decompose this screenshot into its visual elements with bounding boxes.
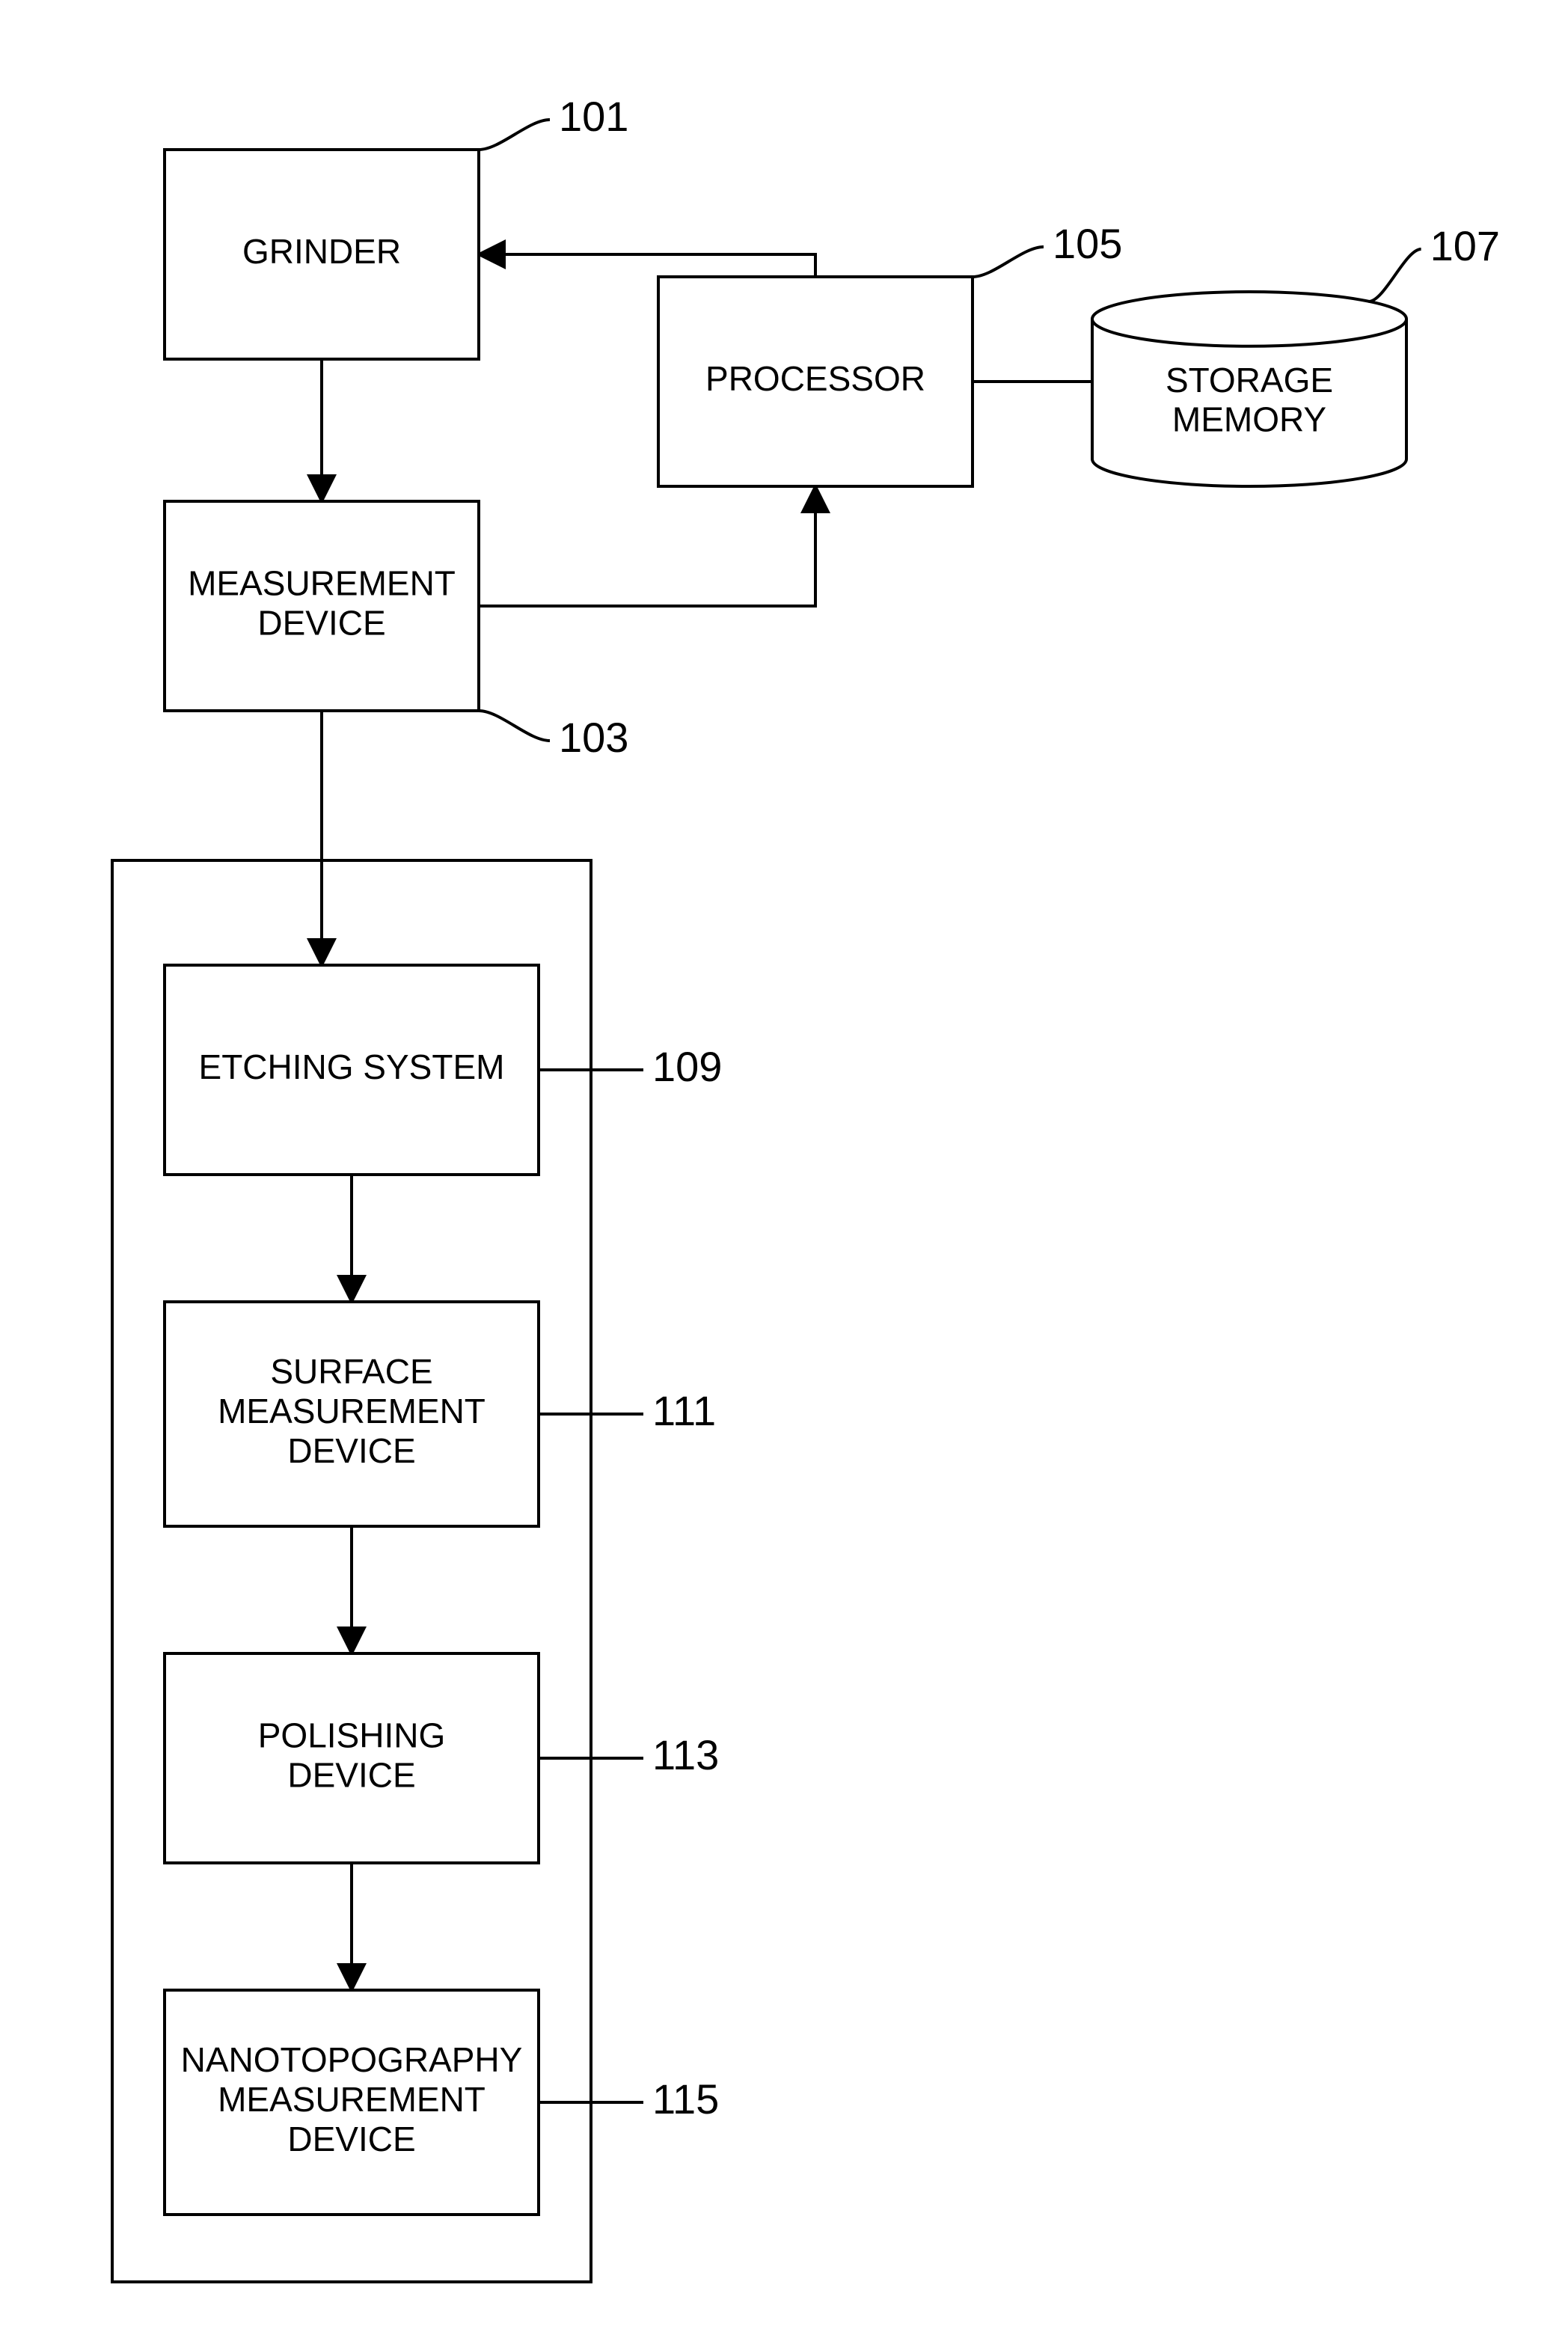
flowchart-canvas: GRINDER MEASUREMENTDEVICE PROCESSOR STORAGE… — [0, 0, 1568, 2341]
polish-node: POLISHINGDEVICE — [165, 1653, 539, 1863]
processor-ref-leader — [973, 247, 1044, 277]
storage-ref-leader — [1369, 249, 1421, 302]
surfmeas-node: SURFACEMEASUREMENTDEVICE — [165, 1302, 539, 1526]
etching-ref-number: 109 — [652, 1043, 722, 1090]
measdev-ref-leader — [479, 711, 550, 741]
etching-label: ETCHING SYSTEM — [199, 1047, 505, 1086]
nano-node: NANOTOPOGRAPHYMEASUREMENTDEVICE — [165, 1990, 539, 2215]
measdev-node: MEASUREMENTDEVICE — [165, 501, 479, 711]
processor-ref-number: 105 — [1053, 220, 1122, 267]
edge-measdev-to-processor — [479, 486, 815, 606]
surfmeas-ref-number: 111 — [652, 1387, 716, 1434]
grinder-ref-leader — [479, 120, 550, 150]
storage-ref-number: 107 — [1430, 222, 1500, 269]
grinder-label: GRINDER — [242, 232, 401, 271]
edge-processor-to-grinder — [479, 254, 815, 277]
polish-ref-number: 113 — [652, 1731, 719, 1778]
processor-node: PROCESSOR — [658, 277, 973, 486]
grinder-node: GRINDER — [165, 150, 479, 359]
nano-ref-number: 115 — [652, 2075, 719, 2123]
storage-label: STORAGEMEMORY — [1166, 361, 1333, 439]
measdev-ref-number: 103 — [559, 714, 628, 761]
storage-node: STORAGEMEMORY — [1092, 292, 1406, 486]
processor-label: PROCESSOR — [705, 359, 925, 398]
grinder-ref-number: 101 — [559, 93, 628, 140]
etching-node: ETCHING SYSTEM — [165, 965, 539, 1175]
